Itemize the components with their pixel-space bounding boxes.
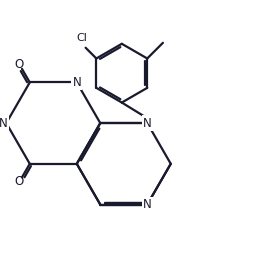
Text: N: N <box>72 76 81 89</box>
Text: N: N <box>143 198 152 211</box>
Text: Cl: Cl <box>76 33 87 43</box>
Text: N: N <box>143 116 152 130</box>
Text: O: O <box>15 175 24 188</box>
Text: O: O <box>15 58 24 71</box>
Text: N: N <box>0 116 8 130</box>
